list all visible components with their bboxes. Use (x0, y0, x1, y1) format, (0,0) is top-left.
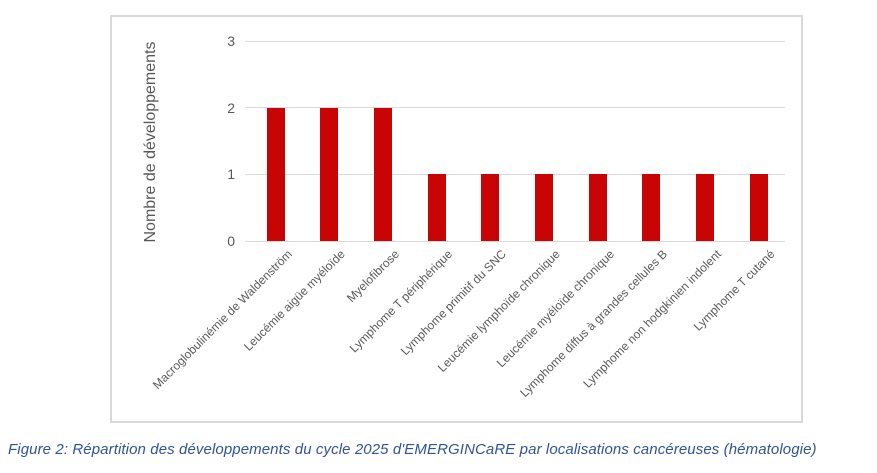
gridline (245, 173, 785, 175)
y-tick-label: 2 (227, 99, 235, 116)
y-tick-label: 0 (227, 233, 235, 249)
y-tick-label: 3 (227, 33, 235, 49)
x-axis-label: Lymphome T périphérique (347, 247, 456, 356)
x-axis-label: Myelofibrose (343, 247, 402, 306)
bar-5 (481, 174, 500, 241)
x-axis-label: Lymphome primitif du SNC (398, 247, 510, 358)
y-tick-label: 1 (227, 166, 235, 183)
bar-4 (427, 174, 446, 241)
bar-9 (696, 174, 715, 241)
gridline (245, 107, 785, 109)
bar-6 (535, 174, 553, 241)
bar-2 (320, 107, 339, 241)
gridline (245, 240, 785, 242)
chart-frame: Nombre de développements 0 1 2 3 Macroglobu… (110, 15, 803, 423)
gridline (245, 40, 785, 42)
x-axis-label: Leucémie aigüe myéloïde (241, 247, 349, 354)
bar-3 (373, 107, 392, 241)
x-axis-labels: Macroglobulinémie de Waldenström Leucémie… (149, 247, 785, 419)
bar-1 (266, 107, 285, 241)
bar-10 (749, 174, 768, 241)
plot-area (245, 40, 785, 242)
y-axis-title: Nombre de développements (142, 41, 159, 243)
figure-caption: Figure 2: Répartition des développements… (8, 441, 817, 458)
bar-7 (588, 174, 607, 241)
bar-8 (642, 174, 661, 241)
